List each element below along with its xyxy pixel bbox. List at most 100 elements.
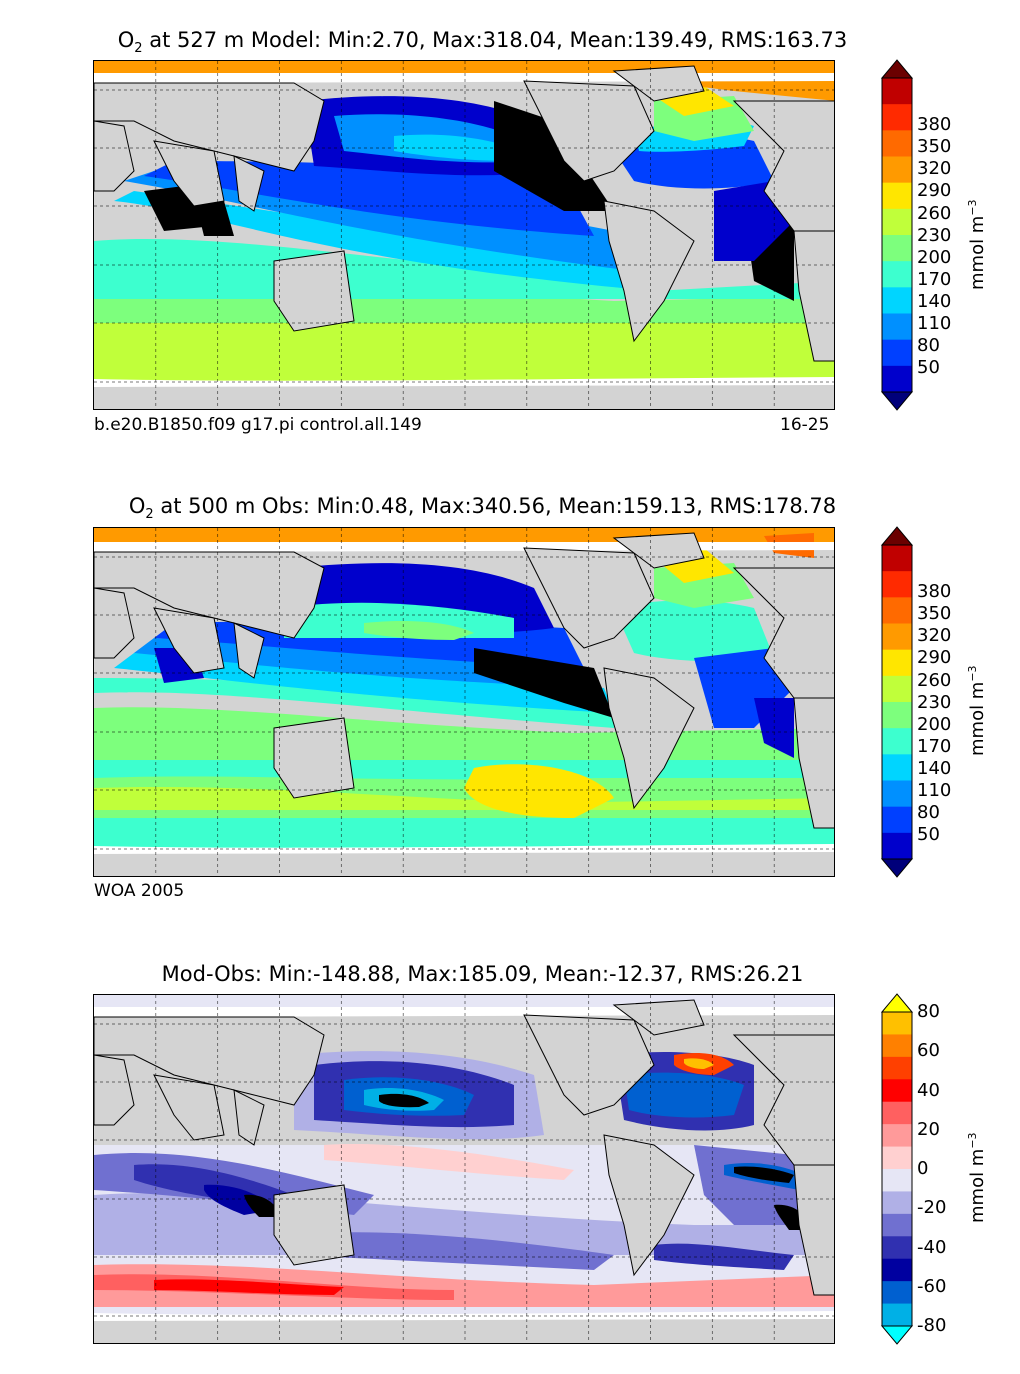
model-colorbar <box>880 59 914 411</box>
model-caption-right: 16-25 <box>780 415 830 435</box>
colorbar-tick-label: 260 <box>917 669 952 691</box>
colorbar-tick-label: 200 <box>917 246 952 268</box>
obs-unit-label: mmol m−3 <box>966 665 988 756</box>
unit-main: mmol m <box>967 1148 988 1223</box>
colorbar-segment <box>882 1056 912 1080</box>
unit-main: mmol m <box>967 681 988 756</box>
colorbar-segment <box>882 365 912 393</box>
colorbar-segment <box>882 1191 912 1215</box>
colorbar-tick-label: -40 <box>917 1236 947 1258</box>
colorbar-segment <box>882 156 912 184</box>
colorbar-extend-bottom <box>880 1325 914 1345</box>
colorbar-extend-top <box>880 526 914 546</box>
title-prefix: O <box>117 28 135 52</box>
colorbar-tick-label: -80 <box>917 1315 947 1336</box>
colorbar-segment <box>882 1101 912 1125</box>
colorbar-segment <box>882 1236 912 1260</box>
title-subscript: 2 <box>134 41 143 57</box>
colorbar-segment <box>882 728 912 755</box>
model-map <box>93 60 835 410</box>
colorbar-extend-top <box>880 59 914 79</box>
colorbar-segment <box>882 832 912 860</box>
colorbar-tick-label: 140 <box>917 291 952 313</box>
model-colorbar-svg <box>880 59 914 411</box>
colorbar-segment <box>882 1213 912 1237</box>
title-text: at 527 m Model: Min:2.70, Max:318.04, Me… <box>142 28 848 52</box>
colorbar-segment <box>882 235 912 262</box>
colorbar-segment <box>882 1012 912 1035</box>
colorbar-segment <box>882 545 912 572</box>
colorbar-segment <box>882 623 912 651</box>
colorbar-tick-label: 0 <box>917 1158 929 1179</box>
colorbar-extend-bottom <box>880 391 914 411</box>
colorbar-segment <box>882 1169 912 1192</box>
colorbar-tick-label: 170 <box>917 735 952 757</box>
colorbar-segment <box>882 1079 912 1103</box>
model-panel-title: O2 at 527 m Model: Min:2.70, Max:318.04,… <box>0 28 965 56</box>
obs-map-svg <box>94 528 834 876</box>
colorbar-tick-label: -60 <box>917 1275 947 1297</box>
unit-sup: −3 <box>966 665 979 682</box>
colorbar-tick-label: 380 <box>917 114 952 136</box>
colorbar-tick-label: 230 <box>917 691 952 713</box>
obs-panel-title: O2 at 500 m Obs: Min:0.48, Max:340.56, M… <box>0 494 965 522</box>
colorbar-tick-label: 350 <box>917 603 952 625</box>
colorbar-tick-label: 40 <box>917 1079 940 1101</box>
colorbar-tick-label: 50 <box>917 824 940 846</box>
colorbar-segment <box>882 1303 912 1327</box>
colorbar-segment <box>882 806 912 834</box>
colorbar-tick-label: -20 <box>917 1197 947 1219</box>
colorbar-tick-label: 80 <box>917 335 940 357</box>
colorbar-segment <box>882 675 912 703</box>
title-text: Mod-Obs: Min:-148.88, Max:185.09, Mean:-… <box>161 962 804 986</box>
colorbar-tick-label: 110 <box>917 313 952 335</box>
model-unit-label: mmol m−3 <box>966 199 988 290</box>
colorbar-tick-label: 290 <box>917 647 952 669</box>
colorbar-extend-bottom <box>880 858 914 878</box>
colorbar-tick-label: 290 <box>917 180 952 202</box>
diff-map <box>93 994 835 1344</box>
colorbar-tick-label: 110 <box>917 780 952 802</box>
colorbar-segment <box>882 287 912 314</box>
colorbar-segment <box>882 754 912 781</box>
colorbar-tick-label: 170 <box>917 268 952 290</box>
title-subscript: 2 <box>145 507 154 523</box>
colorbar-segment <box>882 182 912 210</box>
colorbar-tick-label: 20 <box>917 1118 940 1140</box>
colorbar-segment <box>882 78 912 105</box>
colorbar-segment <box>882 313 912 341</box>
colorbar-tick-label: 320 <box>917 625 952 647</box>
colorbar-segment <box>882 1146 912 1170</box>
model-map-svg <box>94 61 834 409</box>
colorbar-tick-label: 80 <box>917 1001 940 1022</box>
unit-sup: −3 <box>966 199 979 216</box>
colorbar-segment <box>882 702 912 729</box>
title-text: at 500 m Obs: Min:0.48, Max:340.56, Mean… <box>153 494 837 518</box>
colorbar-segment <box>882 208 912 236</box>
colorbar-segment <box>882 597 912 624</box>
colorbar-segment <box>882 104 912 131</box>
colorbar-tick-label: 80 <box>917 802 940 824</box>
colorbar-tick-label: 230 <box>917 224 952 246</box>
diff-colorbar <box>880 993 914 1345</box>
title-prefix: O <box>128 494 146 518</box>
colorbar-segment <box>882 339 912 367</box>
obs-map <box>93 527 835 877</box>
model-caption-left: b.e20.B1850.f09 g17.pi control.all.149 <box>94 415 422 435</box>
diff-panel-title: Mod-Obs: Min:-148.88, Max:185.09, Mean:-… <box>0 962 965 986</box>
colorbar-tick-label: 200 <box>917 713 952 735</box>
colorbar-segment <box>882 649 912 677</box>
colorbar-tick-label: 350 <box>917 136 952 158</box>
colorbar-segment <box>882 571 912 598</box>
colorbar-segment <box>882 1124 912 1148</box>
colorbar-tick-label: 260 <box>917 202 952 224</box>
colorbar-segment <box>882 1034 912 1058</box>
colorbar-tick-label: 50 <box>917 357 940 379</box>
unit-sup: −3 <box>966 1132 979 1149</box>
obs-colorbar-svg <box>880 526 914 878</box>
unit-main: mmol m <box>967 215 988 290</box>
colorbar-tick-label: 320 <box>917 158 952 180</box>
obs-caption-left: WOA 2005 <box>94 881 185 901</box>
colorbar-segment <box>882 1281 912 1305</box>
colorbar-segment <box>882 261 912 288</box>
